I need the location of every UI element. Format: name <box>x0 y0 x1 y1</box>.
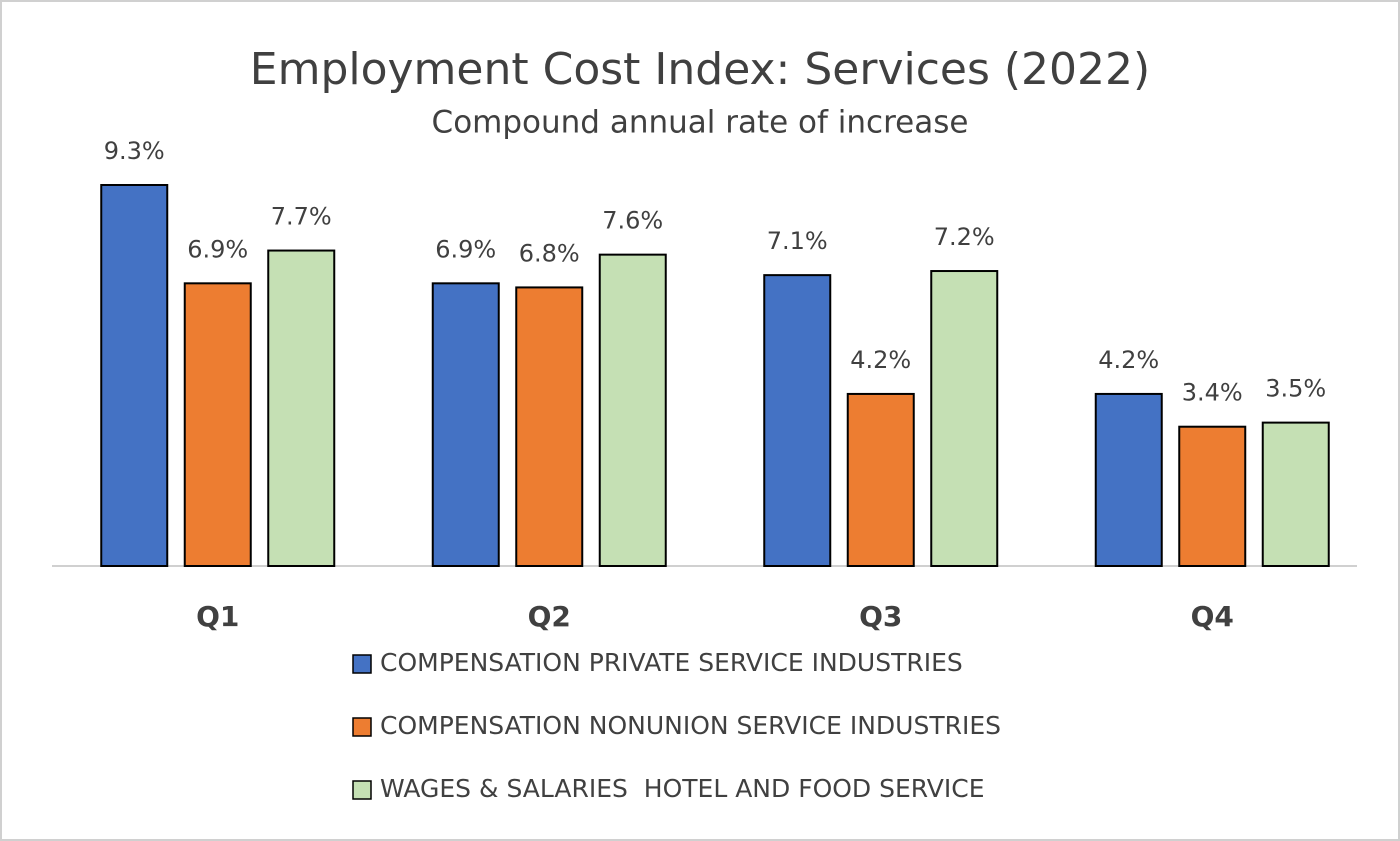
legend-label: WAGES & SALARIES HOTEL AND FOOD SERVICE <box>380 774 985 803</box>
bar <box>763 274 832 567</box>
x-tick-label: Q2 <box>528 600 571 633</box>
data-label: 9.3% <box>104 137 165 165</box>
legend-label: COMPENSATION PRIVATE SERVICE INDUSTRIES <box>380 648 963 677</box>
data-label: 6.9% <box>187 235 248 263</box>
x-tick-label: Q4 <box>1191 600 1234 633</box>
legend-swatch <box>352 780 372 800</box>
chart-title: Employment Cost Index: Services (2022) <box>250 44 1150 95</box>
bar <box>267 249 336 567</box>
legend-swatch <box>352 654 372 674</box>
data-label: 7.2% <box>934 223 995 251</box>
x-tick-label: Q1 <box>196 600 239 633</box>
data-label: 4.2% <box>1098 346 1159 374</box>
bar <box>1261 421 1330 568</box>
bar <box>598 253 667 567</box>
bar <box>1094 392 1163 567</box>
data-label: 6.9% <box>435 235 496 263</box>
bar <box>431 282 500 567</box>
bar <box>183 282 252 567</box>
legend-label: COMPENSATION NONUNION SERVICE INDUSTRIES <box>380 711 1001 740</box>
data-label: 7.1% <box>767 227 828 255</box>
bar <box>930 270 999 567</box>
chart-subtitle: Compound annual rate of increase <box>432 105 969 141</box>
data-label: 4.2% <box>850 346 911 374</box>
data-label: 7.6% <box>602 207 663 235</box>
bar <box>515 286 584 567</box>
x-tick-label: Q3 <box>859 600 902 633</box>
bar <box>1178 425 1247 568</box>
bar <box>100 184 169 567</box>
data-label: 7.7% <box>271 203 332 231</box>
legend-swatch <box>352 717 372 737</box>
data-label: 6.8% <box>519 239 580 267</box>
data-label: 3.4% <box>1182 379 1243 407</box>
bar <box>846 392 915 567</box>
data-label: 3.5% <box>1265 375 1326 403</box>
